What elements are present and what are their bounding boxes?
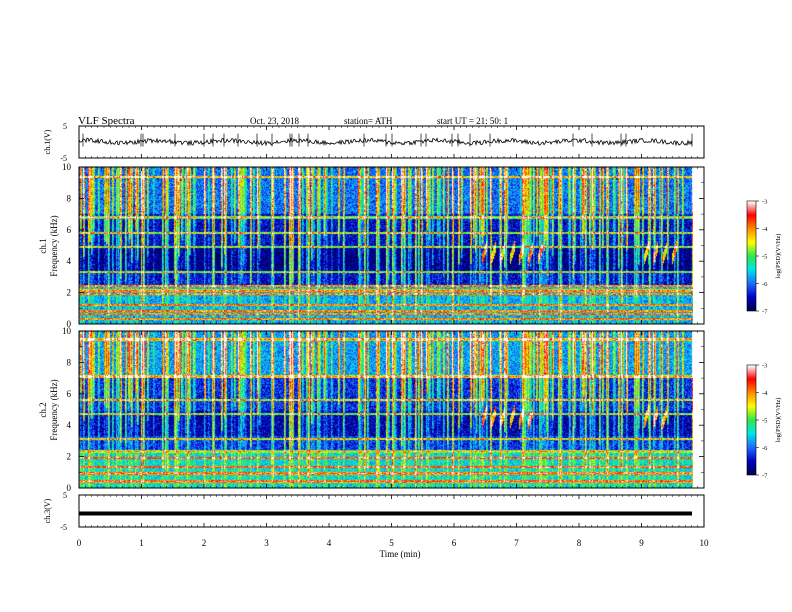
ch2-spectrogram-panel: 0 2 4 6 8 10 ch.2 Frequency (kHz) (38, 326, 705, 493)
freq-tick-label: 0 (67, 483, 72, 493)
time-tick-label: 5 (389, 538, 394, 548)
time-tick-label: 1 (139, 538, 144, 548)
freq-tick-label: 10 (62, 162, 72, 172)
ch2-spec-ylabel-1: ch.2 (38, 402, 48, 417)
ch2-colorbar-image (747, 365, 756, 475)
ch2-colorbar: -3 -4 -5 -6 -7 log(PSD)(V²/Hz) (746, 363, 782, 480)
time-axis-title: Time (min) (380, 549, 421, 559)
freq-tick-label: 4 (67, 256, 72, 266)
time-axis (78, 126, 705, 527)
freq-tick-label: 8 (67, 357, 72, 367)
time-tick-label: 4 (327, 538, 332, 548)
ch1-spectrogram-image (79, 167, 693, 324)
freq-tick-label: 6 (67, 389, 72, 399)
ch3-waveform-panel: 5 -5 ch.3(V) (43, 491, 705, 532)
ch1-colorbar-image (747, 201, 756, 311)
colorbar-tick-label: -6 (762, 445, 768, 452)
freq-tick-label: 10 (62, 326, 72, 336)
time-tick-label: 2 (202, 538, 207, 548)
ch2-colorbar-label: log(PSD)(V²/Hz) (775, 398, 782, 443)
ch1-ytick-top: 5 (63, 122, 67, 131)
time-tick-label: 8 (577, 538, 582, 548)
ch2-spec-yticks: 0 2 4 6 8 10 (62, 326, 704, 493)
ch2-spectrogram-image (79, 331, 693, 488)
ch2-colorbar-ticks: -3 -4 -5 -6 -7 (756, 363, 768, 480)
ch1-ytick-bottom: -5 (60, 154, 67, 163)
ch3-frame (78, 494, 705, 528)
colorbar-tick-label: -7 (762, 309, 768, 316)
ch1-colorbar: -3 -4 -5 -6 -7 log(PSD)(V²/Hz) (746, 199, 782, 316)
ch1-waveform-line (78, 137, 693, 147)
ch1-spec-yticks: 0 2 4 6 8 10 (62, 162, 704, 329)
ch1-spikes (82, 133, 693, 147)
time-axis-labels: 0 1 2 3 4 5 6 7 8 9 10 (77, 538, 709, 548)
freq-tick-label: 6 (67, 225, 72, 235)
colorbar-tick-label: -4 (762, 390, 768, 397)
colorbar-tick-label: -3 (762, 363, 767, 370)
ch2-spec-ylabel-2: Frequency (kHz) (49, 379, 59, 440)
time-tick-label: 10 (700, 538, 710, 548)
ch3-ylabel: ch.3(V) (43, 498, 52, 523)
ch1-colorbar-ticks: -3 -4 -5 -6 -7 (756, 199, 768, 316)
colorbar-tick-label: -5 (762, 418, 767, 425)
freq-tick-label: 2 (67, 288, 72, 298)
figure-date: Oct. 23, 2018 (250, 116, 299, 126)
ch1-ylabel: ch.1(V) (43, 129, 52, 154)
figure-station: station= ATH (344, 116, 393, 126)
figure-start-time: start UT = 21: 50: 1 (437, 116, 508, 126)
ch3-ytick-bottom: -5 (60, 523, 67, 532)
freq-tick-label: 0 (67, 319, 72, 329)
figure-title: VLF Spectra (78, 115, 135, 127)
freq-tick-label: 4 (67, 420, 72, 430)
colorbar-tick-label: -6 (762, 281, 768, 288)
colorbar-tick-label: -3 (762, 199, 767, 206)
time-tick-label: 9 (639, 538, 644, 548)
ch1-colorbar-label: log(PSD)(V²/Hz) (775, 234, 782, 279)
ch1-spec-ylabel-1: ch.1 (38, 238, 48, 253)
ch1-spec-ylabel-2: Frequency (kHz) (49, 215, 59, 276)
ch1-waveform-panel: 5 -5 ch.1(V) (43, 122, 705, 163)
colorbar-tick-label: -7 (762, 473, 768, 480)
time-tick-label: 0 (77, 538, 82, 548)
colorbar-tick-label: -5 (762, 254, 767, 261)
time-tick-label: 6 (452, 538, 457, 548)
ch3-ytick-top: 5 (63, 491, 67, 500)
freq-tick-label: 8 (67, 193, 72, 203)
ch1-spectrogram-panel: 0 2 4 6 8 10 ch.1 Frequency (kHz) (38, 162, 705, 329)
time-tick-label: 3 (264, 538, 269, 548)
time-tick-label: 7 (514, 538, 519, 548)
colorbar-tick-label: -4 (762, 226, 768, 233)
freq-tick-label: 2 (67, 452, 72, 462)
